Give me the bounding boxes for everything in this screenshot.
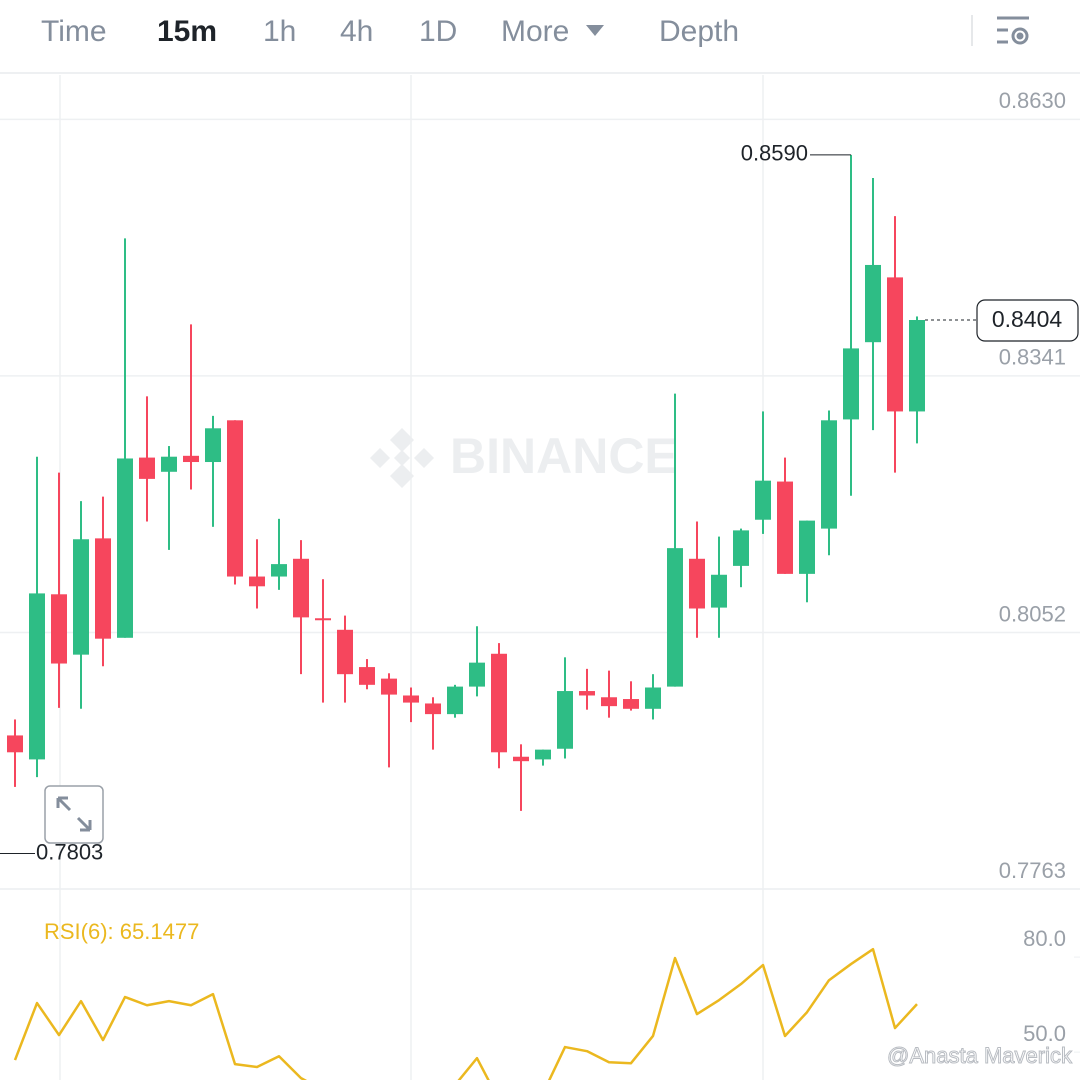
candle-body	[73, 539, 89, 655]
candle-body	[843, 348, 859, 420]
credit: @Anasta Maverick	[887, 1043, 1073, 1068]
tab[interactable]: Time	[41, 15, 107, 48]
high-label: 0.8590	[741, 141, 808, 166]
y-tick-label: 0.8630	[999, 88, 1066, 113]
candle-body	[535, 749, 551, 760]
tab[interactable]: 1h	[263, 15, 296, 48]
rsi-panel: 50.0 80.0 RSI(6): 65.1477	[13, 919, 1080, 1080]
candle-body	[755, 480, 771, 520]
settings-icon[interactable]	[997, 16, 1029, 45]
candle-body	[623, 699, 639, 709]
y-tick-label: 0.8052	[999, 601, 1066, 626]
candle-body	[821, 420, 837, 529]
candle-body	[117, 458, 133, 638]
expand-button[interactable]	[44, 785, 104, 844]
y-tick-label: 0.7763	[999, 858, 1066, 883]
candle-body	[227, 420, 243, 577]
price-panel: 0.7763 0.8052 0.8341 0.8630 0.8590 0.7803 0.84…	[0, 88, 1080, 890]
candle-body	[293, 558, 309, 618]
candle-body	[447, 686, 463, 715]
candle-body	[161, 456, 177, 472]
candle-body	[7, 735, 23, 753]
candle-body	[381, 678, 397, 695]
candle-body	[403, 695, 419, 703]
candle-body	[139, 457, 155, 479]
candle-body	[271, 564, 287, 577]
candle-body	[733, 530, 749, 566]
rsi-title: RSI(6): 65.1477	[44, 919, 199, 944]
candle-body	[469, 662, 485, 687]
y-tick-label: 80.0	[1023, 926, 1066, 951]
candle-body	[667, 548, 683, 687]
candle-body	[645, 687, 661, 709]
tab[interactable]: Depth	[659, 15, 739, 48]
tab-bar: Time 15m 1h 4h 1D More Depth	[0, 15, 1080, 74]
watermark-text: BINANCE	[450, 428, 678, 484]
candle-body	[887, 277, 903, 412]
low-label: 0.7803	[36, 839, 103, 864]
candle-body	[95, 538, 111, 639]
y-tick-label: 50.0	[1023, 1021, 1066, 1046]
candle-body	[337, 629, 353, 675]
candle-body	[777, 481, 793, 574]
candle-body	[425, 703, 441, 715]
candle-body	[249, 576, 265, 587]
candle-body	[711, 574, 727, 608]
candle-body	[491, 653, 507, 753]
candle-body	[359, 667, 375, 685]
candle-body	[315, 618, 331, 621]
tab[interactable]: 4h	[340, 15, 373, 48]
candle-body	[689, 558, 705, 609]
candle-body	[909, 319, 925, 412]
candle-body	[513, 756, 529, 762]
candle-body	[183, 455, 199, 463]
dropdown-arrow	[586, 25, 604, 36]
last-price-label: 0.8404	[992, 306, 1063, 332]
candle-body	[51, 594, 67, 664]
last-price-box	[976, 299, 1079, 342]
y-tick-label: 0.8341	[999, 345, 1066, 370]
candle-body	[865, 264, 881, 343]
candle-body	[29, 593, 45, 760]
tab[interactable]: 1D	[419, 15, 457, 48]
candle-body	[579, 691, 595, 696]
candle-body	[799, 520, 815, 574]
watermark: BINANCE	[370, 428, 678, 488]
tab[interactable]: More	[501, 15, 569, 48]
candle-body	[205, 428, 221, 463]
tab-active[interactable]: 15m	[157, 15, 217, 48]
rsi-line	[13, 947, 918, 1080]
candle-body	[557, 691, 573, 749]
candle-body	[601, 697, 617, 707]
